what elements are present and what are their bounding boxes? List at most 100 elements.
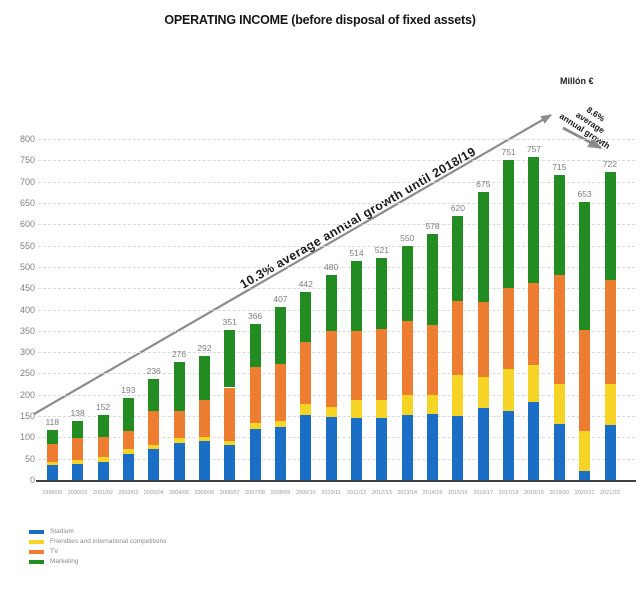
bar-segment-friendlies xyxy=(325,407,337,417)
bar-segment-friendlies xyxy=(553,383,565,425)
x-tick-label: 2005/06 xyxy=(194,490,215,496)
bar-segment-friendlies xyxy=(477,376,489,409)
x-tick-label: 2001/02 xyxy=(93,490,113,496)
secondary-growth-annotation: 8.6% average annual growth xyxy=(558,95,623,151)
bar-segment-friendlies xyxy=(376,399,388,418)
bar-total-label: 675 xyxy=(476,179,491,190)
bar-segment-tv xyxy=(300,341,312,404)
bar-segment-marketing xyxy=(351,260,362,331)
bar-segment-friendlies xyxy=(173,438,185,444)
legend-label: TV xyxy=(50,548,59,555)
bar-total-label: 550 xyxy=(400,232,415,243)
bar-segment-tv xyxy=(452,300,464,376)
bar-total-label: 152 xyxy=(95,402,111,413)
bar-segment-tv xyxy=(249,366,261,423)
bar-segment-marketing xyxy=(452,215,464,301)
bar-segment-marketing xyxy=(427,233,439,326)
y-tick-label: 650 xyxy=(19,197,35,208)
bar-segment-stadium xyxy=(553,424,565,480)
bar-total-label: 407 xyxy=(273,293,288,304)
x-tick-label: 2018/19 xyxy=(523,490,544,496)
bar-segment-tv xyxy=(72,438,84,461)
bar-segment-friendlies xyxy=(300,403,312,416)
bar-segment-marketing xyxy=(528,157,540,283)
bar-segment-marketing xyxy=(173,362,185,411)
legend-swatch xyxy=(29,560,44,564)
x-tick-label: 2019/20 xyxy=(549,490,570,496)
bar-segment-marketing xyxy=(46,429,58,444)
y-tick-label: 300 xyxy=(19,347,35,358)
y-tick-label: 100 xyxy=(19,432,35,443)
y-tick-label: 450 xyxy=(19,283,35,294)
bar-segment-tv xyxy=(274,363,286,422)
bar-segment-stadium xyxy=(401,414,413,480)
y-tick-label: 150 xyxy=(19,411,35,422)
bar-segment-stadium xyxy=(173,443,185,480)
bar-total-label: 521 xyxy=(374,244,389,255)
bar-segment-stadium xyxy=(72,463,84,480)
bar-segment-stadium xyxy=(427,413,439,480)
y-tick-label: 750 xyxy=(19,155,35,166)
x-tick-label: 2021/22 xyxy=(600,490,620,496)
bar-segment-stadium xyxy=(198,441,210,480)
bar-segment-tv xyxy=(46,443,58,462)
bar-total-label: 138 xyxy=(70,408,85,419)
bar-segment-tv xyxy=(97,436,109,458)
bar-segment-stadium xyxy=(477,408,489,480)
unit-label: Millón € xyxy=(560,76,594,86)
bar-total-label: 276 xyxy=(171,349,187,360)
x-tick-label: 2007/08 xyxy=(245,490,266,496)
bar-total-label: 118 xyxy=(45,416,60,427)
y-tick-label: 600 xyxy=(19,219,35,230)
bar-segment-friendlies xyxy=(46,461,58,466)
bar-segment-marketing xyxy=(579,201,591,330)
bar-total-label: 653 xyxy=(577,188,592,199)
bar-segment-stadium xyxy=(452,416,464,480)
x-tick-label: 2015/16 xyxy=(447,490,468,496)
y-tick-label: 350 xyxy=(19,325,35,336)
bar-segment-tv xyxy=(122,431,134,450)
bar-segment-marketing xyxy=(604,172,616,280)
bar-segment-marketing xyxy=(198,355,210,401)
legend-label: Stadium xyxy=(50,528,74,535)
bar-total-label: 514 xyxy=(349,247,364,258)
bar-segment-stadium xyxy=(300,415,312,480)
bar-segment-tv xyxy=(401,321,413,395)
gridline xyxy=(38,160,635,162)
x-tick-label: 2011/12 xyxy=(346,490,367,496)
x-axis-line xyxy=(36,480,636,482)
bar-segment-tv xyxy=(173,410,185,439)
bar-segment-friendlies xyxy=(503,369,515,411)
bar-total-label: 480 xyxy=(324,262,339,273)
bar-segment-tv xyxy=(604,279,616,385)
bar-segment-stadium xyxy=(148,449,160,480)
bar-segment-friendlies xyxy=(72,460,84,464)
x-tick-label: 2016/17 xyxy=(473,490,494,496)
bar-segment-friendlies xyxy=(198,436,210,442)
legend-swatch xyxy=(29,550,44,554)
bar-segment-tv xyxy=(325,331,337,408)
bar-total-label: 236 xyxy=(146,366,161,377)
bar-segment-marketing xyxy=(376,257,388,329)
x-tick-label: 2008/09 xyxy=(270,490,291,496)
bar-segment-friendlies xyxy=(224,440,236,446)
bar-segment-stadium xyxy=(274,427,286,480)
y-tick-label: 550 xyxy=(19,240,35,251)
y-tick-label: 250 xyxy=(19,368,35,379)
bar-segment-marketing xyxy=(325,275,337,332)
x-tick-label: 2002/03 xyxy=(118,490,139,496)
page-title: OPERATING INCOME (before disposal of fix… xyxy=(164,13,476,27)
bar-segment-friendlies xyxy=(97,457,109,462)
bar-segment-stadium xyxy=(604,425,616,480)
gridline xyxy=(38,224,635,226)
bar-segment-marketing xyxy=(477,192,489,303)
x-tick-label: 2010/11 xyxy=(321,490,341,496)
bar-segment-tv xyxy=(477,302,489,377)
x-tick-label: 2003/04 xyxy=(143,490,164,496)
x-tick-label: 2017/18 xyxy=(498,490,519,496)
legend-item: Marketing xyxy=(29,557,166,567)
bar-segment-marketing xyxy=(148,379,160,412)
y-tick-label: 0 xyxy=(29,475,35,485)
bar-segment-marketing xyxy=(553,175,565,276)
bar-segment-tv xyxy=(427,325,439,395)
